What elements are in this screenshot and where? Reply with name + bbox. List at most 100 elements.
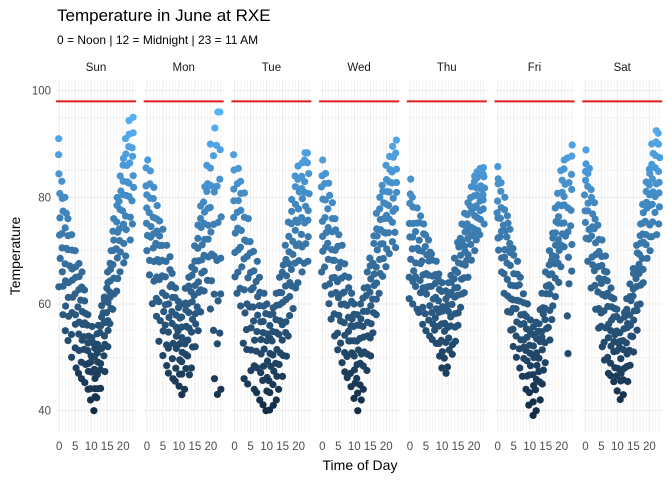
data-point — [654, 140, 663, 148]
data-point — [80, 286, 89, 294]
data-point — [335, 311, 343, 319]
data-point — [626, 361, 634, 369]
data-point — [494, 163, 502, 171]
data-point — [456, 234, 464, 242]
data-point — [279, 261, 287, 269]
data-point — [379, 240, 387, 248]
data-point — [58, 177, 66, 185]
data-point — [178, 358, 186, 366]
data-point — [253, 328, 261, 336]
data-point — [185, 309, 193, 317]
data-point — [56, 214, 64, 222]
x-tick-label: 20 — [292, 441, 305, 453]
data-point — [297, 230, 305, 238]
data-point — [59, 311, 67, 319]
data-point — [526, 362, 535, 370]
data-point — [97, 360, 105, 368]
x-tick-label: 0 — [144, 441, 150, 453]
data-point — [619, 391, 627, 399]
data-point — [207, 228, 215, 236]
data-point — [209, 326, 218, 334]
data-point — [408, 193, 416, 201]
data-point — [122, 150, 130, 158]
data-point — [421, 310, 429, 318]
data-point — [98, 302, 106, 310]
data-point — [626, 321, 635, 329]
data-point — [181, 385, 189, 393]
data-point — [600, 338, 608, 346]
data-point — [655, 178, 663, 186]
x-tick-label: 15 — [101, 441, 114, 453]
data-point — [213, 390, 221, 398]
data-point — [68, 353, 76, 361]
data-point — [509, 244, 517, 253]
x-tick-label: 10 — [611, 441, 624, 453]
data-point — [366, 254, 374, 262]
data-point — [509, 342, 517, 351]
x-tick-label: 5 — [423, 441, 429, 453]
data-point — [410, 267, 418, 275]
facet-strip-label: Thu — [437, 62, 457, 74]
data-point — [506, 225, 514, 233]
data-point — [340, 288, 348, 296]
data-point — [554, 213, 563, 221]
data-point — [479, 164, 487, 172]
data-point — [538, 346, 546, 354]
data-point — [285, 232, 293, 240]
data-point — [75, 259, 83, 268]
data-point — [305, 190, 313, 198]
data-point — [590, 199, 599, 207]
data-point — [367, 302, 375, 310]
data-point — [214, 297, 222, 305]
data-point — [333, 329, 342, 337]
data-point — [286, 292, 294, 301]
data-point — [633, 306, 641, 315]
data-point — [93, 349, 101, 357]
data-point — [217, 213, 225, 221]
data-point — [200, 267, 208, 275]
data-point — [648, 175, 656, 183]
data-point — [552, 253, 560, 261]
facet-points — [405, 164, 489, 377]
x-tick-label: 5 — [247, 441, 253, 453]
facet-strip-label: Tue — [262, 62, 281, 74]
data-point — [363, 366, 371, 375]
data-point — [369, 329, 377, 337]
data-point — [100, 352, 108, 360]
data-point — [337, 339, 345, 347]
data-point — [288, 207, 296, 215]
x-tick-label: 20 — [117, 441, 130, 453]
data-point — [176, 340, 184, 348]
data-point — [606, 372, 615, 380]
y-axis-ticks: 40 60 80 100 — [32, 86, 51, 418]
data-point — [126, 159, 134, 167]
data-point — [269, 310, 277, 318]
data-point — [496, 214, 504, 222]
data-point — [110, 236, 118, 244]
facet-strip-label: Mon — [173, 62, 195, 74]
data-point — [206, 140, 214, 148]
data-point — [560, 219, 568, 227]
data-point — [113, 218, 121, 226]
x-tick-label: 15 — [539, 441, 552, 453]
data-point — [392, 178, 401, 187]
data-point — [495, 246, 503, 254]
y-tick-label: 100 — [32, 86, 51, 98]
data-point — [363, 307, 371, 315]
data-point — [166, 253, 174, 261]
x-tick-label: 10 — [523, 441, 536, 453]
data-point — [321, 214, 329, 222]
data-point — [513, 257, 522, 265]
data-point — [172, 364, 180, 372]
data-point — [604, 334, 613, 342]
data-point — [376, 205, 384, 213]
data-point — [450, 275, 458, 283]
data-point — [655, 220, 663, 228]
data-point — [178, 313, 186, 321]
data-point — [68, 231, 76, 239]
data-point — [216, 146, 224, 154]
data-point — [230, 213, 238, 222]
data-point — [549, 302, 557, 310]
data-point — [178, 391, 186, 399]
